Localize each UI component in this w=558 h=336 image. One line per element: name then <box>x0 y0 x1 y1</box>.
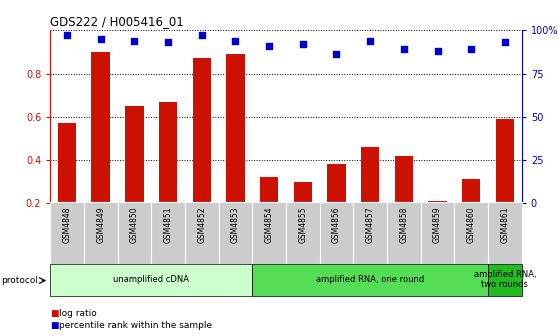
Point <box>433 48 442 54</box>
Text: GSM4855: GSM4855 <box>299 207 307 243</box>
Bar <box>429 201 447 247</box>
Bar <box>226 54 245 247</box>
Point <box>97 36 105 42</box>
Bar <box>286 202 320 264</box>
Bar <box>260 177 278 247</box>
Text: GSM4852: GSM4852 <box>198 207 206 243</box>
Text: unamplified cDNA: unamplified cDNA <box>113 275 189 284</box>
Bar <box>50 202 84 264</box>
Text: ■: ■ <box>50 309 59 318</box>
Bar <box>387 202 421 264</box>
Point <box>231 38 240 43</box>
Text: log ratio: log ratio <box>59 309 97 318</box>
Text: GDS222 / H005416_01: GDS222 / H005416_01 <box>50 15 184 28</box>
Bar <box>488 264 522 296</box>
Point <box>332 52 341 57</box>
Text: ■: ■ <box>50 321 59 330</box>
Bar <box>219 202 252 264</box>
Text: protocol: protocol <box>1 276 38 285</box>
Bar <box>361 147 379 247</box>
Point <box>501 40 509 45</box>
Bar <box>294 182 312 247</box>
Point <box>62 33 71 38</box>
Point <box>163 40 172 45</box>
Bar <box>92 52 110 247</box>
Bar <box>151 202 185 264</box>
Point <box>365 38 374 43</box>
Bar <box>252 202 286 264</box>
Bar <box>353 202 387 264</box>
Text: GSM4851: GSM4851 <box>163 207 172 243</box>
Bar <box>395 156 413 247</box>
Bar <box>454 202 488 264</box>
Bar <box>118 202 151 264</box>
Text: GSM4850: GSM4850 <box>130 207 139 243</box>
Bar <box>58 123 76 247</box>
Text: amplified RNA, one round: amplified RNA, one round <box>316 275 424 284</box>
Bar <box>488 202 522 264</box>
Bar <box>421 202 454 264</box>
Text: GSM4858: GSM4858 <box>400 207 408 243</box>
Text: GSM4853: GSM4853 <box>231 207 240 243</box>
Point <box>466 47 475 52</box>
Bar <box>185 202 219 264</box>
Bar <box>193 58 211 247</box>
Bar <box>125 106 143 247</box>
Point <box>130 38 139 43</box>
Bar <box>252 264 488 296</box>
Text: GSM4848: GSM4848 <box>62 207 71 243</box>
Text: percentile rank within the sample: percentile rank within the sample <box>59 321 211 330</box>
Text: GSM4856: GSM4856 <box>332 207 341 243</box>
Text: amplified RNA,
two rounds: amplified RNA, two rounds <box>474 270 536 289</box>
Text: GSM4849: GSM4849 <box>96 207 105 243</box>
Bar <box>462 179 480 247</box>
Bar <box>84 202 118 264</box>
Text: GSM4860: GSM4860 <box>466 207 476 243</box>
Point <box>264 43 273 48</box>
Text: GSM4857: GSM4857 <box>365 207 374 243</box>
Point <box>198 33 206 38</box>
Bar <box>159 101 177 247</box>
Bar <box>327 164 346 247</box>
Bar <box>50 264 252 296</box>
Text: GSM4854: GSM4854 <box>264 207 273 243</box>
Point <box>299 41 307 47</box>
Bar <box>320 202 353 264</box>
Text: GSM4859: GSM4859 <box>433 207 442 243</box>
Text: GSM4861: GSM4861 <box>501 207 509 243</box>
Bar <box>496 119 514 247</box>
Point <box>400 47 408 52</box>
